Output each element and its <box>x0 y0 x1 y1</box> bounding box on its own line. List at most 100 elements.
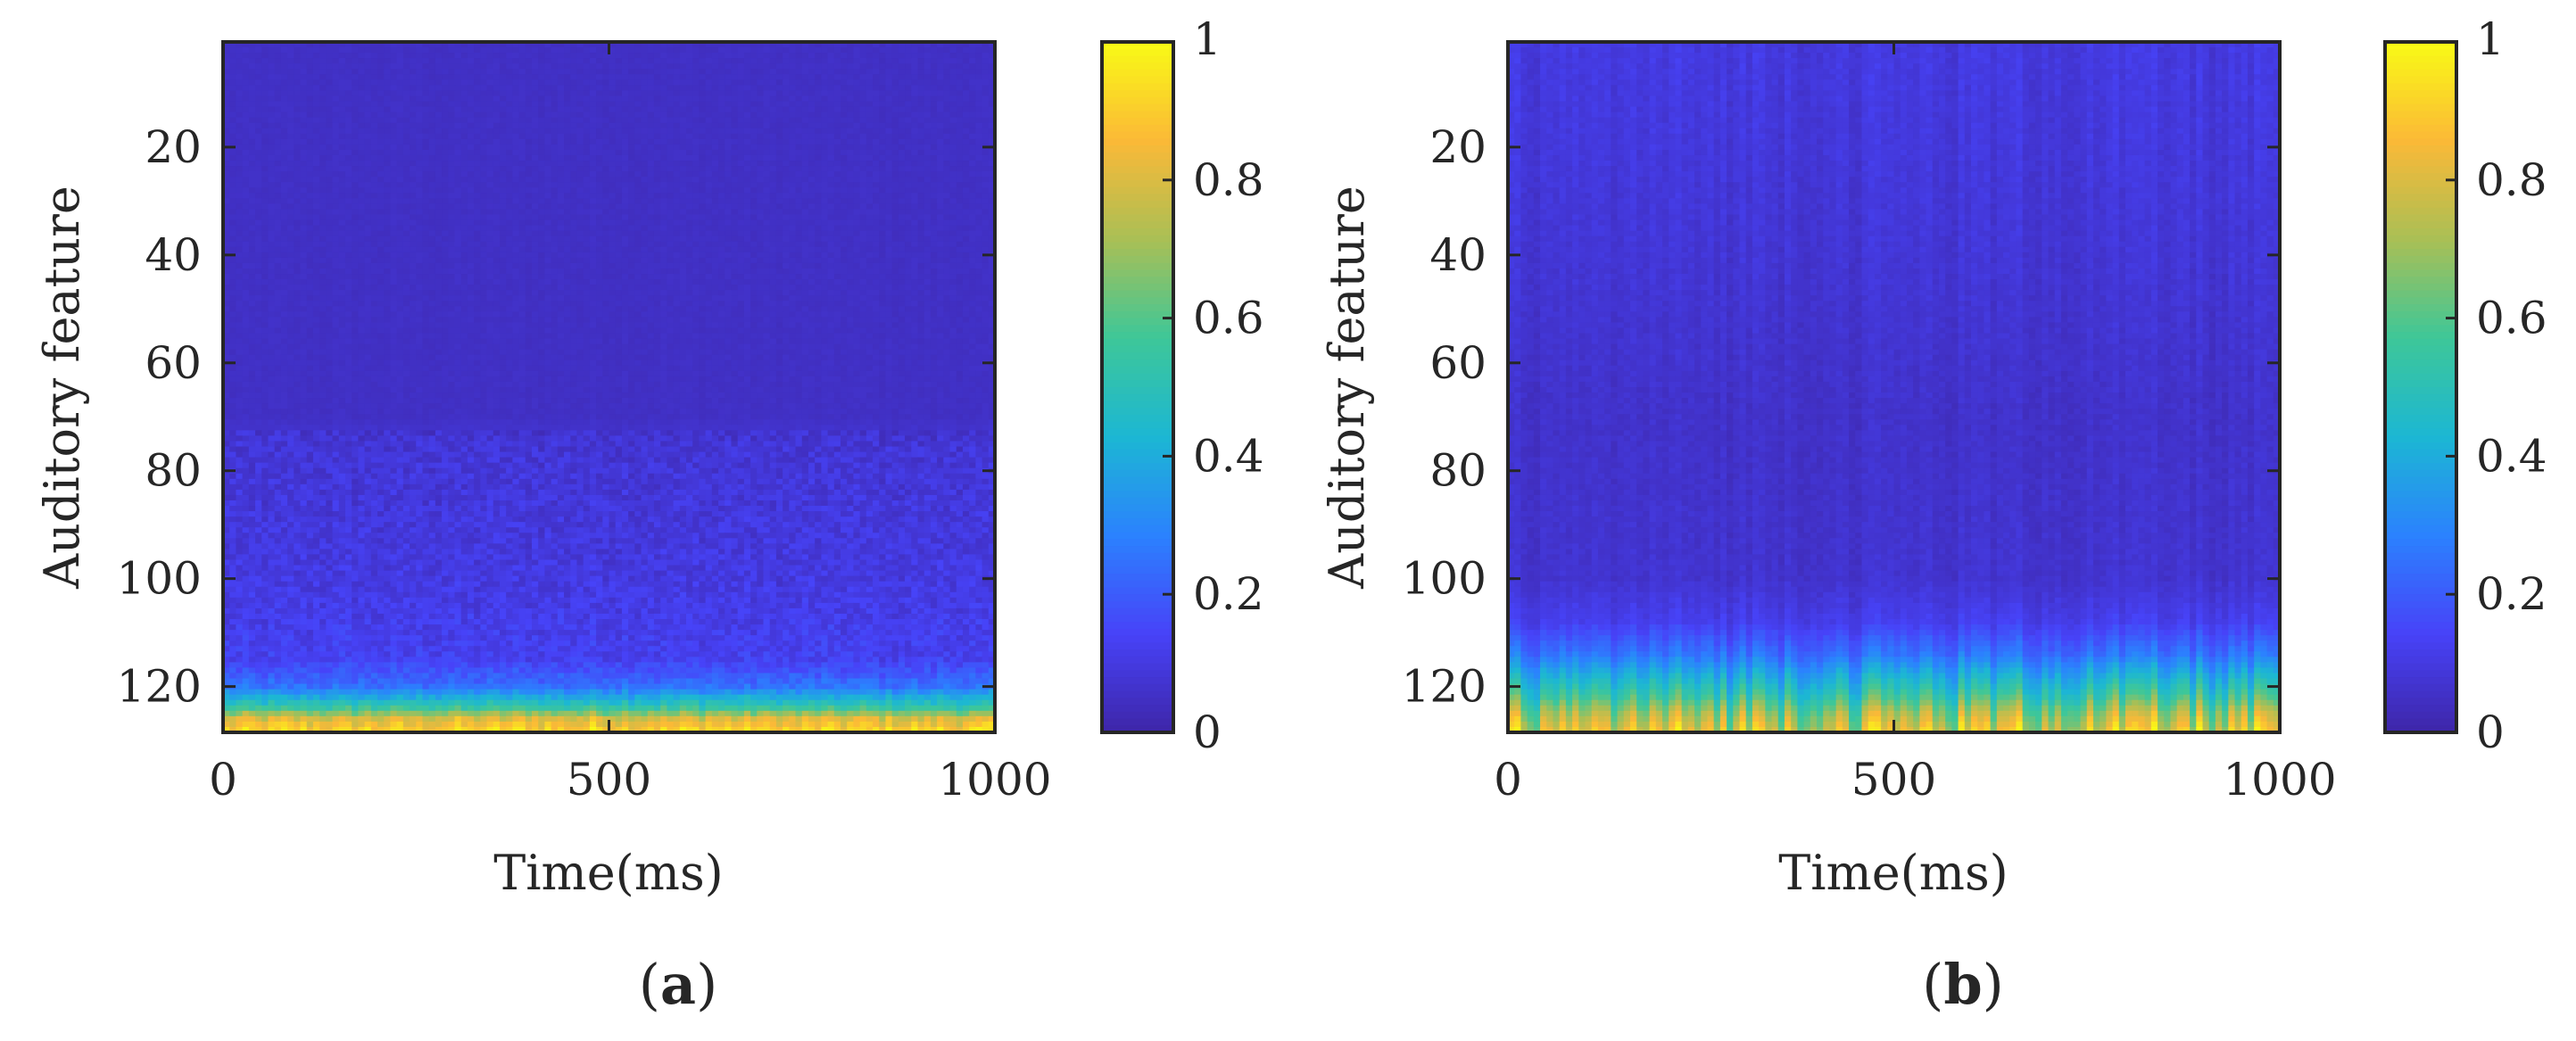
heatmap-cell <box>937 187 944 194</box>
heatmap-cell <box>834 74 841 80</box>
heatmap-cell <box>815 123 822 129</box>
heatmap-cell <box>416 226 423 232</box>
heatmap-cell <box>866 220 874 227</box>
heatmap-cell <box>480 102 487 108</box>
heatmap-cell <box>674 231 681 237</box>
heatmap-cell <box>866 112 874 119</box>
heatmap-cell <box>828 171 835 178</box>
heatmap-cell <box>963 102 970 108</box>
heatmap-cell <box>551 236 559 243</box>
heatmap-cell <box>642 150 649 156</box>
heatmap-cell <box>654 90 661 96</box>
heatmap-cell <box>500 161 507 167</box>
heatmap-cell <box>590 79 597 86</box>
heatmap-cell <box>333 102 340 108</box>
heatmap-cell <box>602 166 609 172</box>
heatmap-cell <box>301 166 308 172</box>
heatmap-cell <box>371 187 378 194</box>
heatmap-cell <box>570 215 577 221</box>
heatmap-cell <box>853 85 860 91</box>
heatmap-cell <box>377 209 385 215</box>
heatmap-cell <box>918 242 925 248</box>
heatmap-cell <box>365 47 372 54</box>
heatmap-cell <box>841 74 848 80</box>
heatmap-cell <box>731 215 738 221</box>
heatmap-cell <box>345 112 352 119</box>
heatmap-cell <box>474 177 481 183</box>
heatmap-cell <box>873 69 880 75</box>
heatmap-cell <box>281 171 288 178</box>
heatmap-cell <box>448 236 455 243</box>
heatmap-cell <box>333 247 340 253</box>
heatmap-cell <box>776 193 783 199</box>
heatmap-cell <box>853 47 860 54</box>
heatmap-cell <box>821 95 828 102</box>
heatmap-cell <box>622 182 629 188</box>
heatmap-cell <box>667 145 674 151</box>
heatmap-cell <box>596 95 603 102</box>
heatmap-cell <box>249 252 256 259</box>
heatmap-cell <box>885 258 892 264</box>
heatmap-cell <box>796 85 803 91</box>
heatmap-cell <box>564 134 571 140</box>
heatmap-cell <box>435 231 443 237</box>
heatmap-cell <box>828 139 835 145</box>
heatmap-cell <box>422 203 429 210</box>
heatmap-cell <box>789 118 796 124</box>
heatmap-cell <box>403 95 410 102</box>
heatmap-cell <box>294 198 301 204</box>
heatmap-cell <box>558 226 565 232</box>
heatmap-cell <box>885 95 892 102</box>
heatmap-cell <box>487 155 494 161</box>
heatmap-cell <box>468 203 475 210</box>
heatmap-cell <box>358 150 365 156</box>
heatmap-cell <box>301 198 308 204</box>
heatmap-cell <box>757 107 764 113</box>
heatmap-cell <box>365 252 372 259</box>
heatmap-cell <box>885 209 892 215</box>
heatmap-cell <box>674 47 681 54</box>
heatmap-cell <box>319 236 327 243</box>
heatmap-cell <box>879 258 886 264</box>
heatmap-cell <box>937 236 944 243</box>
heatmap-cell <box>474 90 481 96</box>
heatmap-cell <box>307 171 314 178</box>
heatmap-cell <box>622 134 629 140</box>
heatmap-cell <box>764 198 771 204</box>
heatmap-cell <box>455 252 462 259</box>
heatmap-cell <box>506 128 513 135</box>
heatmap-cell <box>712 258 719 264</box>
heatmap-cell <box>975 102 982 108</box>
heatmap-cell <box>609 252 617 259</box>
heatmap-cell <box>480 69 487 75</box>
heatmap-cell <box>853 258 860 264</box>
heatmap-cell <box>512 247 519 253</box>
heatmap-cell <box>957 247 964 253</box>
heatmap-cell <box>706 47 713 54</box>
heatmap-cell <box>275 134 282 140</box>
heatmap-cell <box>853 193 860 199</box>
heatmap-cell <box>384 215 391 221</box>
heatmap-cell <box>532 220 539 227</box>
heatmap-cell <box>564 198 571 204</box>
heatmap-cell <box>648 187 655 194</box>
heatmap-cell <box>654 198 661 204</box>
heatmap-cell <box>642 139 649 145</box>
heatmap-cell <box>551 95 559 102</box>
heatmap-cell <box>783 220 790 227</box>
heatmap-cell <box>532 102 539 108</box>
heatmap-cell <box>667 198 674 204</box>
heatmap-cell <box>493 198 501 204</box>
heatmap-cell <box>892 203 899 210</box>
heatmap-cell <box>390 231 397 237</box>
heatmap-cell <box>815 203 822 210</box>
heatmap-cell <box>660 242 667 248</box>
heatmap-cell <box>738 139 745 145</box>
heatmap-cell <box>750 220 758 227</box>
heatmap-cell <box>648 193 655 199</box>
heatmap-cell <box>268 58 275 64</box>
heatmap-cell <box>879 85 886 91</box>
heatmap-cell <box>313 155 320 161</box>
heatmap-cell <box>821 252 828 259</box>
heatmap-cell <box>924 193 932 199</box>
